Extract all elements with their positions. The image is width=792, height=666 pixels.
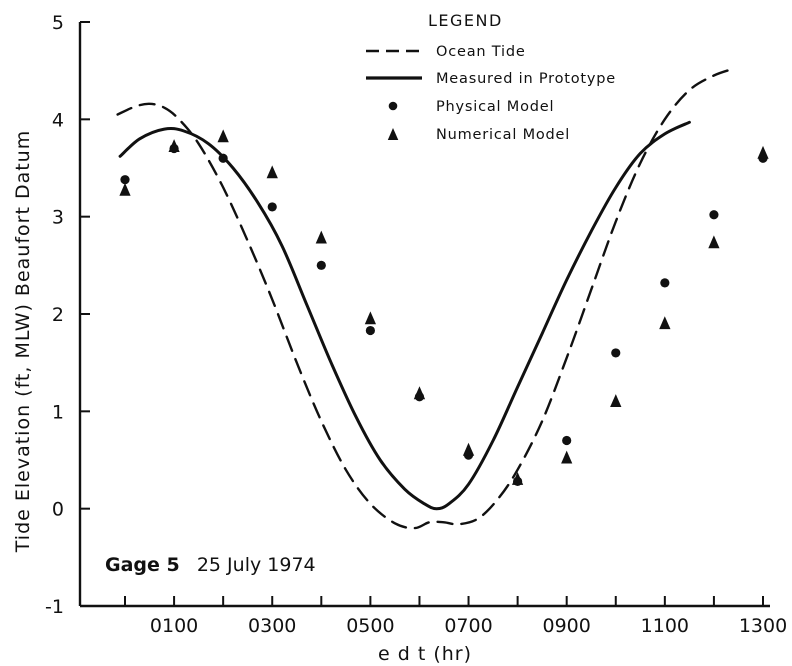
point-numerical-model: [708, 235, 720, 249]
y-tick-label: 0: [52, 499, 64, 521]
point-physical-model: [660, 278, 670, 288]
x-axis-title: e d t (hr): [378, 643, 472, 665]
legend-symbol-physical-model: [388, 101, 398, 111]
point-physical-model: [365, 325, 375, 336]
point-numerical-model: [315, 230, 327, 244]
axes: -1 0 1 2 3 4 5 0100 0300 0500 0700 0900 1100 1300: [45, 12, 787, 637]
x-tick-label: 0700: [444, 615, 492, 637]
legend-label-ocean-tide: Ocean Tide: [436, 44, 526, 60]
legend-label-measured-in-prototype: Measured in Prototype: [436, 71, 616, 87]
point-numerical-model: [757, 145, 769, 159]
point-numerical-model: [119, 182, 131, 196]
series-line-ocean-tide: [116, 67, 735, 530]
y-tick-label: 5: [52, 12, 64, 34]
legend: LEGEND Ocean Tide Measured in Prototype Ph…: [366, 11, 616, 143]
y-tick-label: -1: [45, 596, 64, 618]
point-physical-model: [611, 348, 621, 358]
series-line-measured-in-prototype: [118, 120, 691, 511]
y-tick-label: 3: [52, 207, 64, 229]
point-numerical-model: [217, 129, 229, 143]
point-physical-model: [267, 202, 277, 212]
y-tick-label: 4: [52, 109, 64, 131]
point-numerical-model: [659, 316, 671, 330]
point-numerical-model: [561, 450, 573, 464]
gage-label: Gage 5: [105, 554, 180, 576]
point-numerical-model: [168, 139, 180, 152]
point-numerical-model: [413, 386, 426, 400]
point-numerical-model: [266, 165, 278, 179]
point-physical-model: [709, 210, 719, 220]
point-numerical-model: [512, 472, 524, 485]
point-physical-model: [316, 260, 326, 270]
gage-date: 25 July 1974: [197, 554, 316, 576]
point-numerical-model: [462, 442, 475, 456]
point-physical-model: [120, 175, 130, 185]
legend-symbol-numerical-model: [387, 128, 399, 140]
x-tick-label: 0500: [346, 615, 394, 637]
x-tick-label: 0900: [543, 615, 591, 637]
legend-label-numerical-model: Numerical Model: [436, 127, 570, 143]
point-physical-model: [562, 435, 572, 446]
y-axis-title: Tide Elevation (ft, MLW) Beaufort Datum: [12, 130, 34, 553]
series-layer: [116, 67, 769, 530]
gage-annotation: Gage 5 25 July 1974: [105, 554, 316, 576]
x-tick-label: 1300: [739, 615, 787, 637]
x-tick-label: 1100: [641, 615, 689, 637]
legend-label-physical-model: Physical Model: [436, 99, 554, 115]
legend-title: LEGEND: [428, 11, 503, 30]
point-numerical-model: [610, 394, 622, 407]
point-numerical-model: [364, 311, 376, 325]
y-tick-label: 2: [52, 304, 64, 326]
y-tick-label: 1: [52, 401, 64, 423]
x-tick-label: 0100: [150, 615, 198, 637]
point-physical-model: [218, 153, 228, 163]
x-tick-label: 0300: [248, 615, 296, 637]
legend-entries: Ocean Tide Measured in Prototype Physical …: [366, 44, 616, 143]
